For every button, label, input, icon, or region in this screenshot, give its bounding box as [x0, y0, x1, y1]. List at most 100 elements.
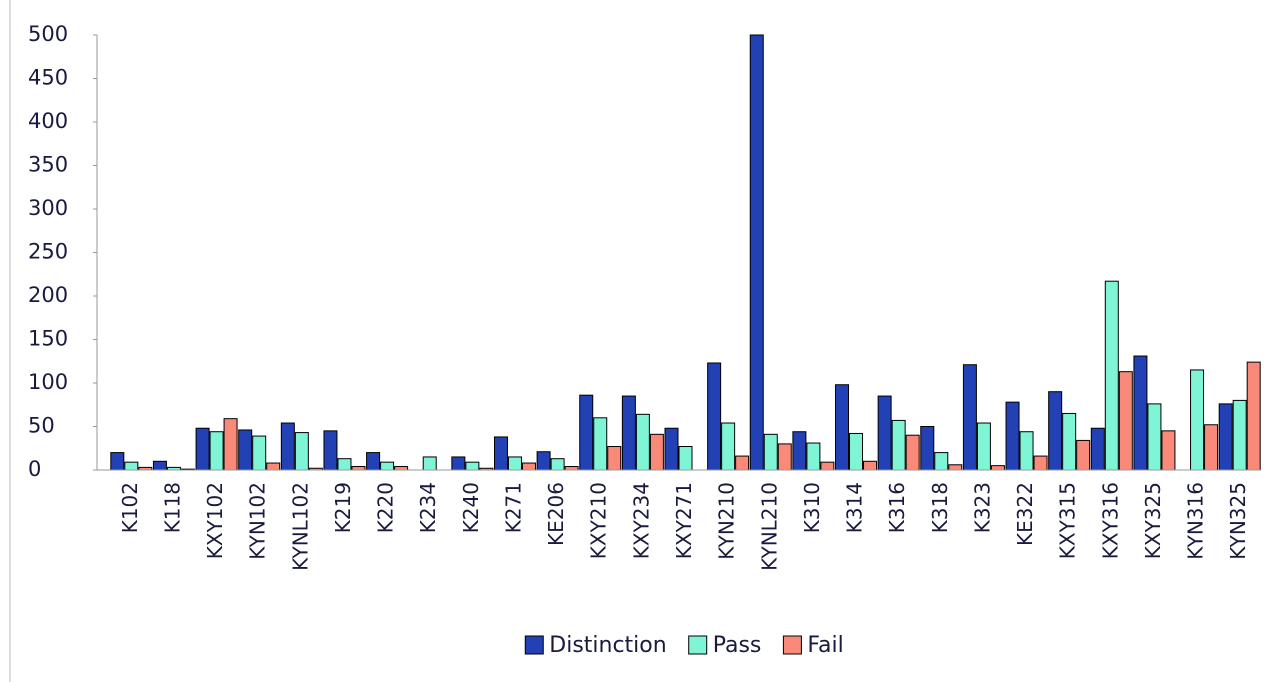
- bar: [507, 456, 522, 471]
- bar: [607, 446, 622, 471]
- bar: [649, 433, 664, 471]
- bar: [721, 422, 736, 471]
- x-tick-label: K102: [118, 482, 142, 533]
- y-tick-label: 350: [28, 153, 68, 177]
- y-tick-label: 300: [28, 196, 68, 220]
- x-tick-label: KE206: [544, 482, 568, 546]
- bar: [1005, 401, 1020, 471]
- y-tick-label: 100: [28, 370, 68, 394]
- y-tick-label: 500: [28, 22, 68, 46]
- bar: [1090, 427, 1105, 471]
- bar: [1246, 361, 1261, 471]
- legend-swatch: [524, 635, 544, 655]
- bar: [152, 460, 167, 471]
- bar: [621, 395, 636, 471]
- bar: [266, 462, 281, 471]
- x-tick-label: K316: [885, 482, 909, 533]
- bar: [990, 465, 1005, 471]
- x-tick-label: K310: [800, 482, 824, 533]
- bar: [820, 461, 835, 471]
- bar: [238, 429, 253, 471]
- bar: [1033, 455, 1048, 471]
- bar: [905, 434, 920, 471]
- bar: [294, 432, 309, 471]
- y-tick-label: 150: [28, 327, 68, 351]
- bar: [749, 34, 764, 471]
- legend-swatch: [688, 635, 708, 655]
- bar: [465, 461, 480, 471]
- bar: [849, 432, 864, 471]
- bar: [223, 418, 238, 471]
- bar: [976, 422, 991, 471]
- bar: [934, 452, 949, 471]
- x-tick-label: KXY234: [629, 482, 653, 559]
- x-tick-label: KYN316: [1184, 482, 1208, 560]
- bar: [707, 362, 722, 471]
- bar: [948, 464, 963, 471]
- bar: [1204, 424, 1219, 471]
- bar: [323, 430, 338, 471]
- x-tick-label: KXY271: [672, 482, 696, 559]
- y-tick-label: 400: [28, 109, 68, 133]
- x-tick-label: K220: [374, 482, 398, 533]
- bar: [1218, 403, 1233, 471]
- legend: Distinction Pass Fail: [524, 633, 844, 658]
- bar: [877, 395, 892, 471]
- legend-label: Fail: [807, 633, 843, 658]
- bar: [920, 426, 935, 471]
- x-tick-label: KXY316: [1098, 482, 1122, 559]
- bar: [777, 443, 792, 471]
- bar: [550, 458, 565, 471]
- x-tick-label: KYN210: [715, 482, 739, 560]
- bar: [195, 427, 210, 471]
- bar: [366, 452, 381, 471]
- bar: [1019, 431, 1034, 471]
- bar: [735, 455, 750, 471]
- y-tick-label: 450: [28, 66, 68, 90]
- x-tick-label: K118: [160, 482, 184, 533]
- x-tick-label: K271: [501, 482, 525, 533]
- bar: [1048, 391, 1063, 471]
- x-tick-label: K240: [459, 482, 483, 533]
- x-tick-label: K323: [970, 482, 994, 533]
- bar: [678, 446, 693, 471]
- bar: [564, 466, 579, 471]
- bar: [422, 456, 437, 471]
- x-tick-label: K219: [331, 482, 355, 533]
- y-tick-label: 200: [28, 283, 68, 307]
- bar: [394, 466, 409, 471]
- bar: [593, 417, 608, 471]
- bar: [835, 384, 850, 471]
- bar: [1190, 369, 1205, 471]
- bar: [351, 466, 366, 471]
- bar: [579, 394, 594, 471]
- bar: [1062, 412, 1077, 471]
- legend-label: Distinction: [549, 633, 666, 658]
- bar: [280, 422, 295, 471]
- x-tick-label: K314: [843, 482, 867, 533]
- bar: [891, 419, 906, 471]
- bar: [380, 461, 395, 471]
- x-tick-label: KXY315: [1056, 482, 1080, 559]
- y-tick-label: 50: [28, 414, 55, 438]
- bar: [1104, 280, 1119, 471]
- bar: [536, 451, 551, 471]
- x-tick-label: KYN325: [1226, 482, 1250, 560]
- bar: [1147, 403, 1162, 471]
- bar: [1161, 430, 1176, 471]
- bar: [493, 436, 508, 471]
- x-tick-label: KXY210: [587, 482, 611, 559]
- bar: [664, 427, 679, 471]
- bar: [863, 460, 878, 471]
- bar: [252, 435, 267, 471]
- legend-swatch: [782, 635, 802, 655]
- x-tick-label: K318: [928, 482, 952, 533]
- x-tick-label: KE322: [1013, 482, 1037, 546]
- bar: [792, 431, 807, 471]
- x-tick-label: KXY325: [1141, 482, 1165, 559]
- x-tick-label: KYNL102: [288, 482, 312, 571]
- bar: [521, 462, 536, 471]
- bar: [451, 456, 466, 471]
- bar: [635, 413, 650, 471]
